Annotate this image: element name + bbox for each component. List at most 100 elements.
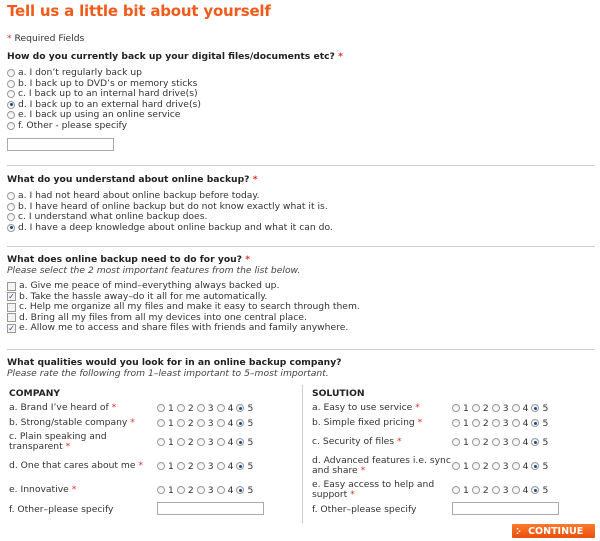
rating-radio[interactable] (511, 404, 520, 412)
checkbox[interactable] (7, 302, 16, 312)
rating-radio[interactable] (157, 462, 165, 470)
rating-radio[interactable] (471, 404, 480, 412)
required-note-text: Required Fields (14, 33, 85, 44)
rating-number: 2 (482, 436, 489, 448)
rating-number: 5 (247, 402, 254, 414)
rating-radio[interactable] (511, 438, 520, 446)
continue-button[interactable]: ⁚· CONTINUE (512, 524, 595, 538)
option-label: a. I had not heard about online backup b… (18, 190, 260, 201)
rating-radio[interactable] (491, 462, 500, 470)
rating-radio[interactable] (511, 462, 520, 470)
rating-number: 1 (463, 417, 469, 429)
rating-radio[interactable] (216, 419, 225, 427)
rating-radio[interactable] (236, 419, 245, 427)
radio-button[interactable] (7, 202, 15, 211)
q2-option[interactable]: d. I have a deep knowledge about online … (7, 222, 333, 234)
radio-button[interactable] (7, 192, 15, 201)
radio-button[interactable] (7, 213, 15, 222)
rating-radio[interactable] (236, 462, 245, 470)
radio-button[interactable] (7, 90, 15, 99)
rating-radio[interactable] (531, 404, 540, 412)
rating-radio[interactable] (196, 419, 205, 427)
rating-radio[interactable] (196, 438, 205, 446)
rating-radio[interactable] (531, 438, 540, 446)
option-label: a. Give me peace of mind–everything alwa… (19, 280, 280, 291)
rating-radio[interactable] (216, 486, 225, 494)
rating-radio[interactable] (531, 462, 540, 470)
rating-radio[interactable] (236, 486, 245, 494)
company-other-label: f. Other–please specify (9, 504, 114, 515)
checkbox[interactable] (7, 281, 16, 291)
q1-option[interactable]: b. I back up to DVD’s or memory sticks (7, 78, 343, 90)
q1-option[interactable]: f. Other - please specify (7, 120, 343, 132)
rating-radio[interactable] (157, 419, 165, 427)
solution-rating-row: a. Easy to use service * 1 2 3 4 5 (312, 402, 548, 414)
q1-option[interactable]: e. I back up using an online service (7, 109, 343, 121)
radio-button[interactable] (7, 223, 15, 232)
rating-radio[interactable] (196, 404, 205, 412)
option-label: d. I back up to an external hard drive(s… (18, 98, 201, 110)
rating-radio[interactable] (491, 438, 500, 446)
radio-button[interactable] (7, 79, 15, 88)
radio-button[interactable] (7, 69, 15, 78)
rating-radio[interactable] (216, 462, 225, 470)
rating-number: 1 (168, 436, 174, 448)
q3-option[interactable]: ✓ b. Take the hassle away–do it all for m… (7, 291, 360, 303)
rating-radio[interactable] (491, 404, 500, 412)
radio-button[interactable] (7, 111, 15, 120)
company-other-input[interactable] (157, 502, 264, 515)
rating-radio[interactable] (157, 404, 165, 412)
radio-button[interactable] (7, 100, 15, 109)
q1-option[interactable]: c. I back up to an internal hard drive(s… (7, 88, 343, 100)
rating-radio[interactable] (471, 419, 480, 427)
q2-option[interactable]: c. I understand what online backup does. (7, 211, 333, 223)
rating-label: a. Brand I’ve heard of * (9, 402, 117, 413)
rating-number: 3 (502, 484, 509, 496)
rating-radio[interactable] (236, 438, 245, 446)
rating-radio[interactable] (452, 438, 460, 446)
rating-radio[interactable] (531, 486, 540, 494)
rating-radio[interactable] (176, 404, 185, 412)
solution-other-input[interactable] (452, 502, 559, 515)
q3-option[interactable]: c. Help me organize all my files and mak… (7, 301, 360, 313)
q3-option[interactable]: d. Bring all my files from all my device… (7, 312, 360, 324)
rating-radio[interactable] (157, 486, 165, 494)
rating-radio[interactable] (176, 486, 185, 494)
rating-radio[interactable] (471, 486, 480, 494)
rating-label: b. Strong/stable company * (9, 417, 135, 428)
rating-radio[interactable] (531, 419, 540, 427)
radio-button[interactable] (7, 121, 15, 130)
company-rating-row: c. Plain speaking and transparent * 1 2 3 4 5 (9, 432, 253, 452)
rating-label: c. Security of files * (312, 436, 402, 447)
q2-option[interactable]: b. I have heard of online backup but do … (7, 201, 333, 213)
rating-radio[interactable] (452, 486, 460, 494)
rating-radio[interactable] (236, 404, 245, 412)
rating-radio[interactable] (176, 438, 185, 446)
rating-number: 4 (227, 402, 234, 414)
rating-radio[interactable] (452, 419, 460, 427)
rating-radio[interactable] (491, 486, 500, 494)
rating-radio[interactable] (452, 462, 460, 470)
rating-radio[interactable] (216, 438, 225, 446)
rating-radio[interactable] (452, 404, 460, 412)
q3-option[interactable]: ✓ e. Allow me to access and share files w… (7, 322, 360, 334)
rating-radio[interactable] (216, 404, 225, 412)
q1-other-input[interactable] (7, 138, 114, 151)
checkbox[interactable] (7, 313, 16, 323)
rating-radio[interactable] (196, 462, 205, 470)
rating-radio[interactable] (176, 419, 185, 427)
rating-radio[interactable] (491, 419, 500, 427)
q2-option[interactable]: a. I had not heard about online backup b… (7, 190, 333, 202)
rating-radio[interactable] (511, 419, 520, 427)
q1-option[interactable]: a. I don’t regularly back up (7, 67, 343, 79)
rating-radio[interactable] (176, 462, 185, 470)
q1-option[interactable]: d. I back up to an external hard drive(s… (7, 98, 343, 111)
rating-radio[interactable] (471, 438, 480, 446)
rating-radio[interactable] (471, 462, 480, 470)
checkbox[interactable]: ✓ (7, 323, 16, 333)
q3-option[interactable]: a. Give me peace of mind–everything alwa… (7, 280, 360, 292)
rating-radio[interactable] (196, 486, 205, 494)
rating-radio[interactable] (511, 486, 520, 494)
checkbox[interactable]: ✓ (7, 292, 16, 302)
rating-radio[interactable] (157, 438, 165, 446)
